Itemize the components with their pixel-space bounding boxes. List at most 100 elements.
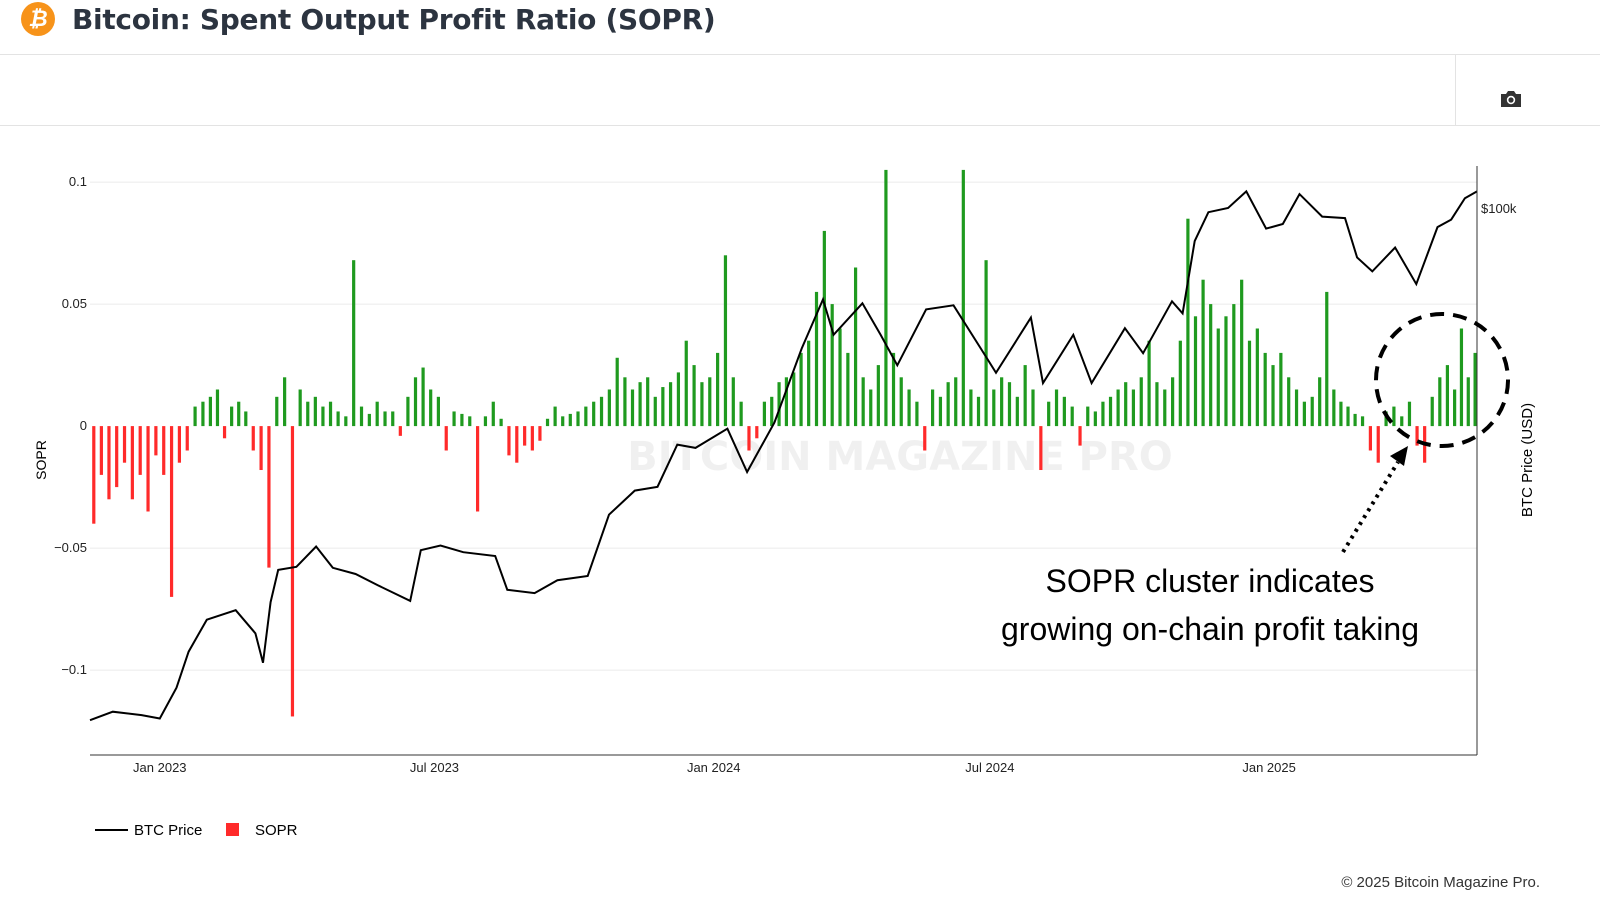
sopr-bar (429, 389, 433, 427)
legend-sopr[interactable]: SOPR (255, 822, 298, 839)
sopr-bar (723, 255, 728, 427)
bitcoin-icon: ₿ (21, 2, 55, 36)
sopr-bar (1430, 396, 1434, 427)
legend-btc-price[interactable]: BTC Price (134, 822, 202, 839)
sopr-bar (846, 352, 850, 427)
sopr-bar (731, 377, 735, 427)
sopr-bar (1310, 396, 1314, 427)
sopr-bar (1147, 340, 1151, 427)
sopr-bar (336, 411, 340, 427)
sopr-bar (313, 396, 317, 427)
sopr-bar (275, 396, 279, 427)
sopr-bar (915, 401, 919, 427)
x-tick-label: Jan 2025 (1242, 760, 1296, 775)
sopr-bar (352, 260, 356, 427)
sopr-bar (499, 418, 503, 427)
sopr-bar (661, 387, 665, 427)
sopr-bar (777, 382, 781, 427)
sopr-bar (1294, 389, 1299, 427)
sopr-bar (1209, 304, 1213, 427)
y-tick-label: 0.1 (69, 174, 87, 189)
sopr-bar (1093, 411, 1097, 427)
sopr-bar (592, 401, 596, 427)
sopr-bar (1287, 377, 1291, 427)
sopr-bar (708, 377, 712, 427)
sopr-bar (568, 413, 572, 427)
y-tick-label: −0.1 (61, 662, 87, 677)
sopr-bar (553, 406, 557, 427)
sopr-bar (1047, 401, 1051, 427)
sopr-bar (876, 365, 880, 427)
sopr-bar (306, 401, 310, 427)
sopr-bar (1473, 352, 1477, 427)
sopr-bar (992, 389, 996, 427)
sopr-bar (1392, 406, 1396, 427)
sopr-bar (1360, 416, 1365, 427)
sopr-bar (413, 377, 418, 427)
sopr-bar (1155, 382, 1159, 427)
sopr-bar (383, 411, 387, 427)
sopr-bar (684, 340, 688, 427)
sopr-bar (623, 377, 627, 427)
sopr-bar (1163, 389, 1167, 427)
sopr-bar (185, 426, 189, 451)
sopr-bar (1201, 279, 1205, 427)
sopr-bar (1279, 352, 1283, 427)
sopr-bar (344, 416, 348, 427)
sopr-bar (215, 389, 220, 427)
toolbar (0, 55, 1600, 126)
sopr-bar (1368, 426, 1372, 451)
sopr-bar (460, 413, 464, 427)
sopr-bar (1031, 389, 1035, 427)
sopr-bar (954, 377, 958, 427)
sopr-bar (576, 411, 580, 427)
sopr-bar (1384, 411, 1388, 427)
sopr-bar (251, 426, 255, 451)
sopr-bar (1325, 291, 1329, 427)
sopr-bar (946, 382, 950, 427)
sopr-bar (668, 382, 673, 427)
sopr-bar (230, 406, 234, 427)
sopr-bar (398, 426, 402, 436)
sopr-bar (830, 304, 834, 427)
sopr-bar (237, 401, 241, 427)
sopr-bar (1086, 406, 1090, 427)
sopr-bar (367, 413, 371, 427)
x-tick-label: Jan 2023 (133, 760, 187, 775)
sopr-bar (201, 401, 205, 427)
sopr-bar (1015, 396, 1019, 427)
grid (90, 181, 1477, 671)
sopr-bar (853, 267, 858, 427)
sopr-bar (792, 372, 796, 427)
sopr-bar (359, 406, 364, 427)
sopr-bar (452, 411, 456, 427)
sopr-bar (259, 426, 263, 471)
sopr-bar (130, 426, 134, 500)
x-tick-label: Jul 2024 (965, 760, 1014, 775)
sopr-bar (630, 389, 635, 427)
highlight-circle (1374, 312, 1510, 448)
sopr-bar (298, 389, 302, 427)
sopr-bar (807, 340, 811, 427)
sopr-bar (491, 401, 495, 427)
sopr-bar (92, 426, 96, 524)
legend-sopr-swatch (226, 823, 239, 836)
watermark: BITCOIN MAGAZINE PRO (627, 434, 1173, 480)
sopr-bar (1131, 389, 1136, 427)
sopr-bar (406, 396, 410, 427)
sopr-bar (861, 377, 865, 427)
sopr-bar (177, 426, 182, 463)
sopr-bar (483, 416, 488, 427)
sopr-bar (814, 291, 819, 427)
sopr-bar (984, 260, 988, 427)
sopr-bar (1453, 389, 1457, 427)
camera-icon[interactable] (1499, 89, 1523, 109)
sopr-bar (653, 396, 657, 427)
sopr-bar (638, 382, 642, 427)
sopr-bar (391, 411, 395, 427)
sopr-bar (222, 426, 227, 439)
sopr-bar (321, 406, 325, 427)
sopr-bar (290, 426, 295, 717)
sopr-bar (138, 426, 142, 475)
